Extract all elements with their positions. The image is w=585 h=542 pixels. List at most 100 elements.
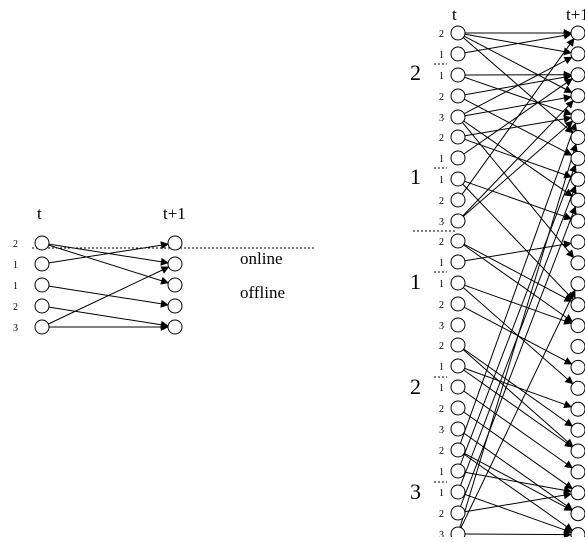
right-t-node [451,47,465,61]
right-t-node [451,359,465,373]
right-node-label: 2 [439,29,444,40]
right-node-label: 1 [439,488,444,499]
right-t-node [451,318,465,332]
right-bottom-group-label-0: 1 [410,269,421,294]
right-node-label: 1 [439,258,444,269]
right-edge-arrow [462,39,574,195]
right-t1-node [571,423,585,437]
right-node-label: 1 [439,467,444,478]
left-edge-arrow [48,267,168,324]
right-top-group-label-1: 1 [410,164,421,189]
right-node-label: 2 [439,509,444,520]
right-t-node [451,338,465,352]
left-t-label: t [37,204,42,223]
right-t-node [451,68,465,82]
right-t-node [451,506,465,520]
right-edge-arrow [460,144,576,527]
right-edge-arrow [465,285,572,323]
left-node-label: 1 [13,281,18,292]
left-t1-node [168,278,182,292]
right-t-node [451,89,465,103]
right-t1-node [571,298,585,312]
right-t-node [451,422,465,436]
right-edge-arrow [463,101,573,216]
right-t-node [451,130,465,144]
left-node-label: 2 [13,239,18,250]
right-node-label: 3 [439,321,444,332]
right-node-label: 3 [439,217,444,228]
right-t1-node [571,277,585,291]
right-node-label: 2 [439,446,444,457]
right-t1-node [571,214,585,228]
right-edge-arrow [465,118,571,136]
left-edges [48,244,168,327]
right-edge-arrow [460,123,575,443]
right-node-label: 1 [439,362,444,373]
right-edge-arrow [464,57,572,113]
left-edge-arrow [49,245,169,283]
right-node-label: 1 [439,50,444,61]
right-t1-node [571,507,585,521]
left-t1-node [168,320,182,334]
left-t-node [35,278,49,292]
right-node-label: 1 [439,279,444,290]
right-t-node [451,464,465,478]
right-node-label: 3 [439,113,444,124]
right-edge-arrow [465,494,572,532]
right-node-label: 2 [439,196,444,207]
right-edge-arrow [465,243,571,261]
right-bottom-group-label-1: 2 [410,374,421,399]
left-t-node [35,299,49,313]
left-t1-node [168,257,182,271]
right-node-label: 1 [439,71,444,82]
right-edge-arrow [463,350,573,447]
right-edge-arrow [464,412,573,489]
left-node-label: 1 [13,260,18,271]
right-edge-arrow [465,77,572,114]
right-t1-node [571,68,585,82]
right-t1-node [571,131,585,145]
right-t1-node [571,444,585,458]
right-t1-node [571,381,585,395]
right-t1-node [571,235,585,249]
left-t-node [35,320,49,334]
right-t1-node [571,256,585,270]
right-t-node [451,380,465,394]
offline-label: offline [240,283,285,302]
right-t-label: t [452,5,457,24]
right-t1-node [571,402,585,416]
right-node-label: 2 [439,92,444,103]
left-t-node [35,257,49,271]
right-t1-node [571,26,585,40]
left-t-node [35,236,49,250]
right-t1-node [571,89,585,103]
right-t-node [451,255,465,269]
right-node-label: 2 [439,341,444,352]
right-t1-node [571,110,585,124]
right-edges [460,33,576,535]
right-t-node [451,234,465,248]
right-bottom-group-label-2: 3 [410,479,421,504]
right-edge-arrow [465,494,571,512]
right-edge-arrow [465,97,571,116]
right-t-node [451,26,465,40]
right-edge-arrow [465,534,571,535]
right-t-node [451,214,465,228]
right-t-node [451,443,465,457]
left-t1-label: t+1 [163,204,186,223]
right-t1-node [571,528,585,537]
left-t1-node [168,299,182,313]
right-node-label: 3 [439,530,444,537]
right-t-node [451,485,465,499]
right-t1-node [571,47,585,61]
right-edge-arrow [465,472,571,491]
left-node-label: 3 [13,323,18,334]
right-t1-node [571,193,585,207]
right-t-node [451,401,465,415]
right-t1-node [571,360,585,374]
